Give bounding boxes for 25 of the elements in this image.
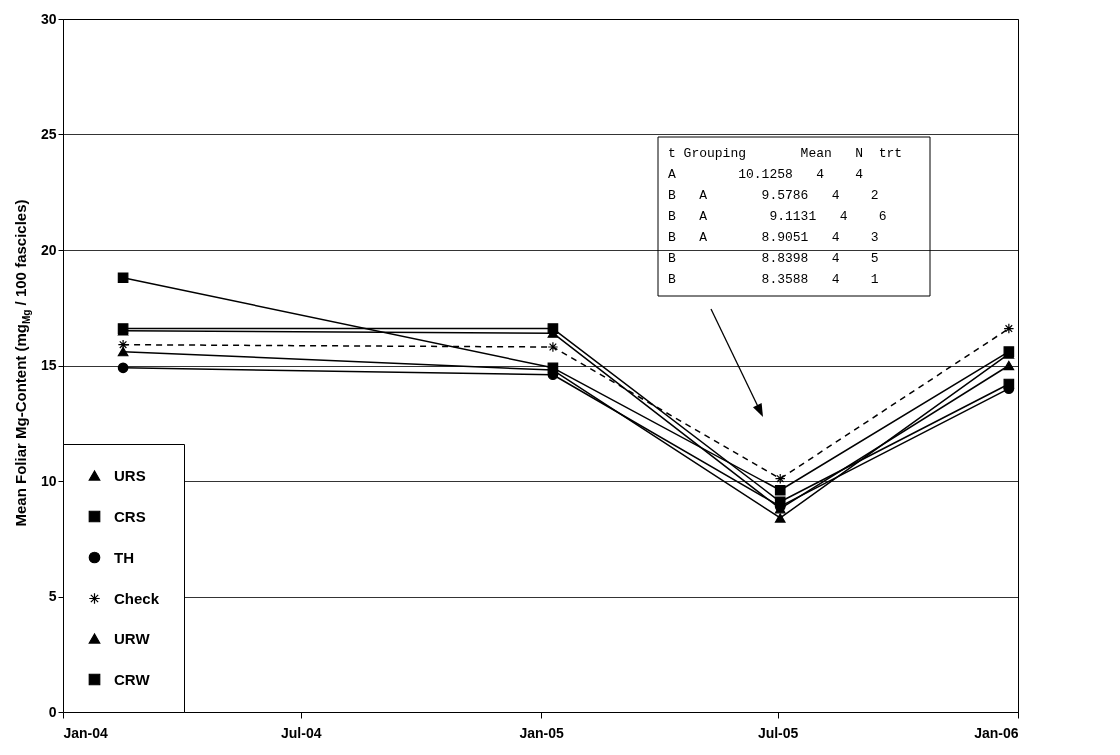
x-tick-label: Jan-04: [63, 724, 109, 741]
y-tick-label: 5: [48, 588, 57, 604]
legend-label: URW: [114, 629, 151, 647]
annotation: B A 8.9051 4 3: [668, 230, 879, 245]
annotation: A 10.1258 4 4: [668, 167, 864, 182]
x-tick-label: Jan-06: [974, 724, 1019, 741]
annotation: B A 9.1131 4 6: [668, 209, 887, 224]
y-tick-label: 10: [40, 472, 57, 489]
x-tick-label: Jan-05: [519, 724, 565, 741]
y-tick-label: 15: [40, 357, 57, 373]
annotation: t Grouping Mean N trt: [668, 146, 903, 161]
legend-label: URS: [114, 466, 146, 484]
x-tick-label: Jul-05: [757, 724, 799, 741]
legend-label: CRS: [114, 507, 146, 525]
annotation: B 8.8398 4 5: [668, 251, 879, 266]
legend-label: TH: [114, 548, 134, 566]
y-tick-label: 30: [40, 10, 57, 27]
y-tick-label: 0: [48, 703, 57, 720]
annotation: B 8.3588 4 1: [668, 272, 879, 287]
legend-label: CRW: [114, 670, 151, 688]
annotation: B A 9.5786 4 2: [668, 188, 879, 203]
legend-label: Check: [114, 589, 160, 607]
y-tick-label: 25: [40, 126, 57, 142]
x-tick-label: Jul-04: [281, 724, 322, 741]
y-tick-label: 20: [40, 241, 57, 258]
